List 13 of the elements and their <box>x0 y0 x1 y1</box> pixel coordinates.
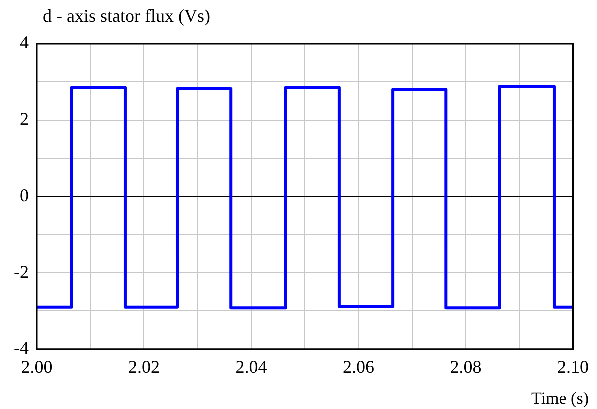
x-tick-label: 2.04 <box>236 356 268 377</box>
x-tick-label: 2.00 <box>21 356 53 377</box>
x-tick-label: 2.10 <box>558 356 589 377</box>
chart-title: d - axis stator flux (Vs) <box>43 6 210 27</box>
y-tick-label: 4 <box>20 32 29 53</box>
x-tick-label: 2.06 <box>343 356 374 377</box>
x-axis-title: Time (s) <box>532 389 589 409</box>
y-tick-label: 0 <box>20 185 29 206</box>
y-tick-label: -2 <box>14 262 29 282</box>
y-tick-label: 2 <box>20 109 29 130</box>
y-tick-label: -4 <box>14 338 29 358</box>
x-tick-label: 2.02 <box>128 356 160 377</box>
x-tick-label: 2.08 <box>450 356 482 377</box>
